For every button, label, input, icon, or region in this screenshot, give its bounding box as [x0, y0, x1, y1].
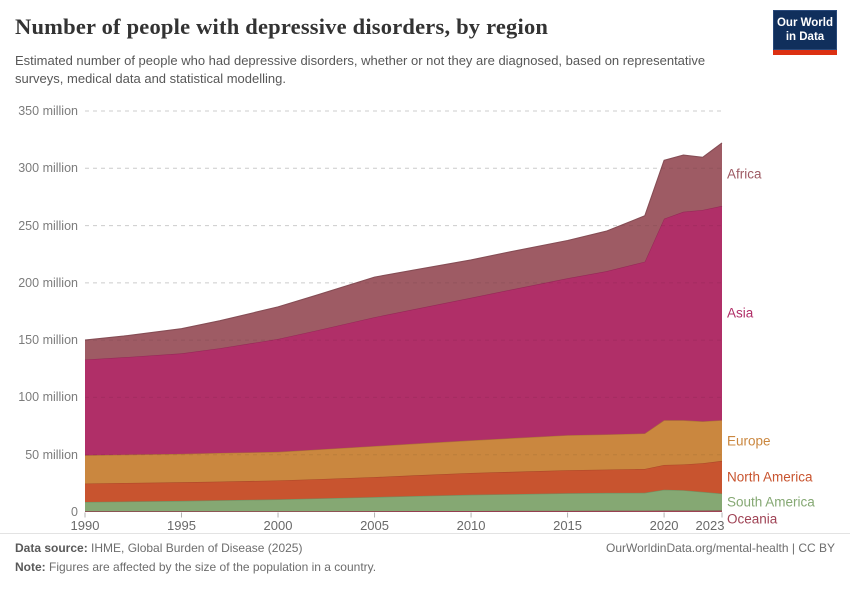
series-label-oceania[interactable]: Oceania — [727, 511, 778, 527]
area-europe[interactable] — [85, 420, 722, 484]
footer-left: Data source: IHME, Global Burden of Dise… — [15, 541, 376, 574]
footer-datasource-text: IHME, Global Burden of Disease (2025) — [87, 541, 303, 555]
footer-note-label: Note: — [15, 560, 46, 574]
footer-datasource-line: Data source: IHME, Global Burden of Dise… — [15, 541, 376, 555]
owid-logo-red-bar — [773, 49, 837, 55]
footer-citation-link[interactable]: OurWorldinData.org/mental-health | CC BY — [606, 541, 835, 555]
series-label-south-america[interactable]: South America — [727, 494, 815, 510]
owid-logo-box: Our World in Data — [773, 10, 837, 50]
area-south-america[interactable] — [85, 489, 722, 512]
area-north-america[interactable] — [85, 460, 722, 502]
chart-subtitle: Estimated number of people who had depre… — [15, 53, 706, 87]
footer-note-text: Figures are affected by the size of the … — [45, 560, 377, 574]
chart-title: Number of people with depressive disorde… — [15, 14, 549, 39]
owid-logo-line2: in Data — [785, 31, 825, 44]
chart-footer: Data source: IHME, Global Burden of Dise… — [0, 533, 850, 574]
series-label-europe[interactable]: Europe — [727, 433, 771, 449]
area-africa[interactable] — [85, 142, 722, 360]
owid-logo[interactable]: Our World in Data — [773, 10, 837, 55]
area-asia[interactable] — [85, 205, 722, 456]
footer-note-line: Note: Figures are affected by the size o… — [15, 560, 376, 574]
series-label-north-america[interactable]: North America — [727, 469, 813, 485]
series-label-asia[interactable]: Asia — [727, 305, 754, 321]
line-africa — [84, 142, 723, 341]
series-label-africa[interactable]: Africa — [727, 166, 762, 182]
owid-logo-line1: Our World — [776, 17, 833, 29]
footer-datasource-label: Data source: — [15, 541, 88, 555]
